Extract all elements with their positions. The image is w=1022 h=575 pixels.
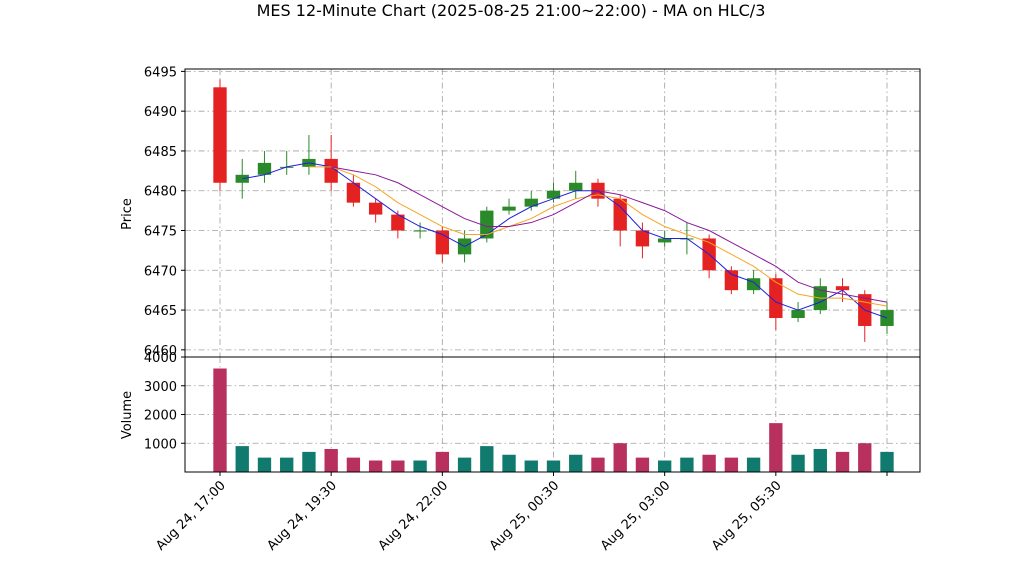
x-tick-label: Aug 25, 00:30	[487, 478, 563, 554]
y-tick-label: 6490	[144, 105, 177, 120]
chart-title: MES 12-Minute Chart (2025-08-25 21:00~22…	[257, 1, 766, 20]
price-frame	[184, 68, 921, 358]
candle-body	[257, 162, 272, 175]
candle-body	[213, 87, 227, 183]
candle-body	[724, 270, 739, 291]
x-tick-label: Aug 25, 05:30	[709, 478, 785, 554]
x-tick-label: Aug 24, 19:30	[264, 478, 340, 554]
y-tick-label: 6495	[144, 65, 177, 80]
volume-tick-label: 1000	[144, 437, 177, 452]
candle-body	[413, 230, 427, 232]
volume-bar	[391, 460, 405, 472]
candle-body	[769, 278, 783, 319]
volume-bar	[480, 446, 494, 472]
volume-bar	[546, 460, 561, 472]
y-tick-label: 6465	[144, 304, 177, 319]
volume-bar	[324, 449, 338, 472]
candle-body	[346, 182, 361, 203]
volume-bar	[858, 443, 872, 472]
candle-body	[502, 206, 516, 211]
volume-bar	[524, 460, 538, 472]
volume-bar	[835, 451, 850, 472]
volume-bar	[702, 454, 716, 472]
volume-bar	[502, 454, 516, 472]
candle-body	[657, 238, 672, 243]
y-axis-label: Price	[120, 198, 135, 230]
candle-body	[324, 158, 338, 183]
volume-tick-label: 4000	[144, 351, 177, 366]
candle-body	[835, 286, 850, 291]
volume-bar	[680, 457, 694, 472]
volume-bar	[635, 457, 650, 472]
volume-bar	[213, 368, 227, 472]
volume-bar	[569, 454, 583, 472]
volume-bar	[791, 454, 805, 472]
volume-tick-label: 3000	[144, 380, 177, 395]
volume-bar	[724, 457, 739, 472]
volume-bar	[746, 457, 761, 472]
volume-bar	[413, 460, 427, 472]
volume-bar	[302, 451, 316, 472]
volume-frame	[184, 356, 921, 473]
candle-body	[546, 190, 561, 199]
y-tick-label: 6485	[144, 145, 177, 160]
volume-bar	[657, 460, 672, 472]
candle-body	[635, 230, 650, 247]
volume-bar	[280, 457, 294, 472]
volume-bar	[591, 457, 605, 472]
x-tick-label: Aug 25, 03:00	[598, 478, 674, 554]
candle-body	[368, 202, 383, 215]
x-tick-label: Aug 24, 17:00	[153, 478, 229, 554]
y-tick-label: 6470	[144, 264, 177, 279]
volume-bar	[457, 457, 472, 472]
candle-body	[391, 214, 405, 231]
candle-body	[746, 278, 761, 291]
volume-bar	[880, 451, 894, 472]
volume-bar	[257, 457, 272, 472]
volume-bar	[346, 457, 361, 472]
y-tick-label: 6475	[144, 225, 177, 240]
candle-body	[569, 182, 583, 191]
x-tick-label: Aug 24, 22:00	[376, 478, 452, 554]
volume-bar	[435, 451, 450, 472]
y-tick-label: 6480	[144, 185, 177, 200]
volume-axis-label: Volume	[120, 391, 135, 439]
candle-body	[791, 310, 805, 319]
volume-bar	[613, 443, 627, 472]
ma-line	[331, 166, 888, 303]
ma-line	[242, 162, 888, 319]
candle-body	[613, 198, 627, 231]
volume-bar	[813, 449, 827, 472]
volume-tick-label: 2000	[144, 409, 177, 424]
candle-body	[524, 198, 538, 207]
ma-line	[308, 166, 888, 307]
volume-bar	[769, 423, 783, 472]
volume-bar	[235, 446, 249, 472]
volume-bar	[368, 460, 383, 472]
y-tick-label: 6460	[144, 344, 177, 359]
